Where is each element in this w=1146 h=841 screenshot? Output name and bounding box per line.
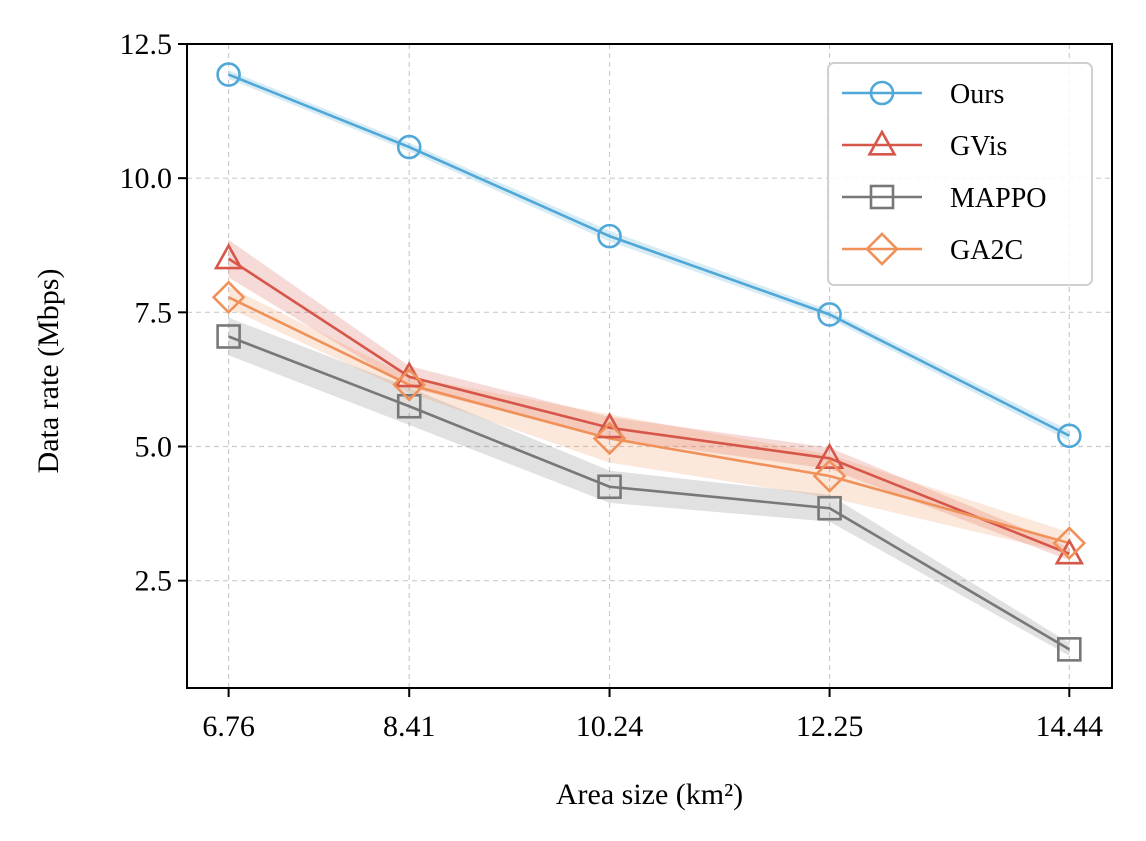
legend-marker-gvis: [867, 129, 897, 156]
ga2c-confidence-band: [228, 286, 1070, 554]
series-markers: [211, 62, 1087, 662]
ga2c-data-point: [592, 421, 627, 456]
ga2c-data-point: [1052, 526, 1087, 560]
gvis-data-point: [213, 243, 244, 270]
x-axis-ticks: 6.76 8.41 10.24 12.25 14.44: [202, 688, 1103, 743]
y-axis-title: Data rate (Mbps): [32, 269, 65, 474]
confidence-bands: [228, 70, 1070, 656]
gvis-series-line: [227, 257, 1070, 556]
ga2c-data-point: [211, 280, 246, 315]
x-tick-label: 8.41: [383, 710, 436, 743]
x-axis-title: Area size (km²): [556, 778, 743, 811]
legend: Ours GVis MAPPO GA2C: [827, 62, 1093, 286]
ga2c-data-point: [392, 367, 427, 402]
gvis-confidence-band: [228, 239, 1070, 561]
x-tick-label: 6.76: [202, 710, 255, 743]
ours-confidence-band: [228, 70, 1070, 442]
mappo-data-point: [216, 324, 241, 349]
legend-marker-ga2c: [865, 232, 899, 266]
legend-label-ga2c: GA2C: [950, 235, 1023, 266]
ga2c-series-line: [228, 296, 1070, 545]
legend-box: [827, 62, 1093, 286]
ours-data-point: [1057, 423, 1082, 449]
x-tick-label: 10.24: [576, 710, 644, 743]
y-tick-label: 2.5: [135, 565, 173, 598]
ours-series-line: [228, 73, 1070, 437]
gvis-data-point: [594, 412, 625, 439]
series-lines: [227, 73, 1070, 651]
plot-frame: [186, 43, 1113, 689]
mappo-data-point: [1057, 637, 1082, 662]
ours-data-point: [396, 134, 422, 160]
mappo-data-point: [817, 495, 842, 521]
y-tick-label: 7.5: [135, 296, 173, 329]
legend-label-ours: Ours: [950, 79, 1004, 110]
x-tick-label: 14.44: [1036, 710, 1104, 743]
mappo-confidence-band: [228, 317, 1070, 656]
ours-data-point: [597, 223, 622, 249]
ours-data-point: [817, 302, 842, 327]
legend-marker-ours: [869, 80, 895, 106]
y-tick-label: 10.0: [120, 162, 173, 195]
mappo-data-point: [597, 474, 622, 500]
mappo-data-point: [396, 393, 422, 419]
y-tick-label: 12.5: [120, 28, 173, 61]
ga2c-data-point: [812, 459, 847, 493]
y-tick-label: 5.0: [135, 431, 173, 464]
y-axis-ticks: 2.5 5.0 7.5 10.0 12.5: [120, 28, 187, 598]
x-tick-label: 12.25: [796, 710, 864, 743]
legend-label-mappo: MAPPO: [950, 183, 1046, 214]
ours-data-point: [216, 62, 241, 87]
gvis-data-point: [814, 442, 845, 469]
legend-marker-mappo: [869, 184, 895, 210]
legend-label-gvis: GVis: [950, 131, 1007, 162]
mappo-series-line: [228, 335, 1070, 651]
